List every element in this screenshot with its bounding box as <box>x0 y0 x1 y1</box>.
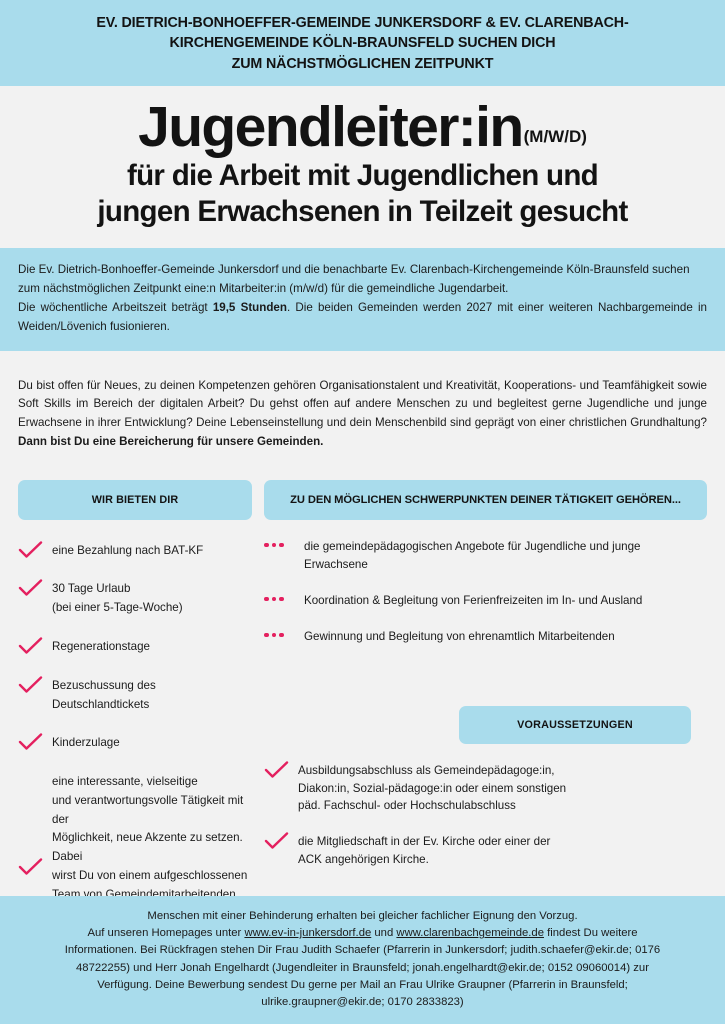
homepage-link-junkersdorf[interactable]: www.ev-in-junkersdorf.de <box>244 927 372 940</box>
task-item-label: Gewinnung und Begleitung von ehrenamtlic… <box>304 629 615 643</box>
homepage-link-clarenbach[interactable]: www.clarenbachgemeinde.de <box>396 927 544 940</box>
intro-paragraph-1: Die Ev. Dietrich-Bonhoeffer-Gemeinde Jun… <box>18 263 690 296</box>
offer-column: WIR BIETEN DIR eine Bezahlung nach BAT-K… <box>18 479 252 961</box>
footer-line2-pre: Auf unseren Homepages unter <box>87 927 245 940</box>
profile-text: Du bist offen für Neues, zu deinen Kompe… <box>18 378 707 430</box>
offer-item-label: Regenerationstage <box>52 640 150 653</box>
footer-line-2: Auf unseren Homepages unter www.ev-in-ju… <box>26 925 699 942</box>
list-item: eine Bezahlung nach BAT-KF <box>18 540 252 561</box>
tasks-header-label: ZU DEN MÖGLICHEN SCHWERPUNKTEN DEINER TÄ… <box>290 493 681 506</box>
top-banner: EV. DIETRICH-BONHOEFFER-GEMEINDE JUNKERS… <box>0 0 725 86</box>
check-icon <box>18 579 44 597</box>
offer-item-label: 30 Tage Urlaub (bei einer 5-Tage-Woche) <box>52 582 183 615</box>
offer-item-label: Bezuschussung des Deutschlandtickets <box>52 678 156 711</box>
footer-line-3: Informationen. Bei Rückfragen stehen Dir… <box>64 944 661 957</box>
check-icon <box>18 637 44 655</box>
check-icon <box>18 676 44 694</box>
hero-section: Jugendleiter:in(M/W/D) für die Arbeit mi… <box>0 85 725 245</box>
footer-line-1: Menschen mit einer Behinderung erhalten … <box>147 910 578 923</box>
tasks-column: ZU DEN MÖGLICHEN SCHWERPUNKTEN DEINER TÄ… <box>264 479 707 961</box>
check-icon <box>264 832 290 850</box>
offer-header: WIR BIETEN DIR <box>18 479 252 520</box>
requirements-section: VORAUSSETZUNGEN Ausbildungsabschluss als… <box>264 705 707 870</box>
three-dots-icon <box>264 596 294 602</box>
three-dots-icon <box>264 542 294 548</box>
intro-paragraph-2: Die wöchentliche Arbeitszeit beträgt 19,… <box>18 299 707 337</box>
profile-block: Du bist offen für Neues, zu deinen Kompe… <box>0 351 725 452</box>
three-dots-icon <box>264 632 294 638</box>
page-title: Jugendleiter:in(M/W/D) <box>20 98 705 156</box>
intro-block: Die Ev. Dietrich-Bonhoeffer-Gemeinde Jun… <box>0 248 725 351</box>
list-item: die Mitgliedschaft in der Ev. Kirche ode… <box>264 832 707 869</box>
requirements-header-label: VORAUSSETZUNGEN <box>517 718 633 731</box>
intro-p2-part1: Die wöchentliche Arbeitszeit beträgt <box>18 300 213 314</box>
job-title-text: Jugendleiter:in <box>138 94 524 159</box>
hero-subtitle-line-1: für die Arbeit mit Jugendlichen und <box>126 158 599 192</box>
offer-header-label: WIR BIETEN DIR <box>91 493 179 506</box>
hero-subtitle-line-2: jungen Erwachsenen in Teilzeit gesucht <box>97 195 628 229</box>
list-item: Gewinnung und Begleitung von ehrenamtlic… <box>264 628 707 646</box>
task-item-label: die gemeindepädagogischen Angebote für J… <box>304 539 641 571</box>
check-icon <box>18 540 44 559</box>
footer-line-4: 48722255) und Herr Jonah Engelhardt (Jug… <box>76 961 649 974</box>
list-item: Regenerationstage <box>18 637 252 657</box>
requirements-list: Ausbildungsabschluss als Gemeindepädagog… <box>264 760 707 870</box>
top-banner-line-2: KIRCHENGEMEINDE KÖLN-BRAUNSFELD SUCHEN D… <box>169 35 556 52</box>
requirement-item-label: die Mitgliedschaft in der Ev. Kirche ode… <box>298 835 551 867</box>
check-icon <box>264 760 290 779</box>
intro-p2-part2: . Die beiden Gemeinden werden 2027 mit e… <box>18 300 707 333</box>
list-item: Ausbildungsabschluss als Gemeindepädagog… <box>264 760 707 816</box>
profile-paragraph: Du bist offen für Neues, zu deinen Kompe… <box>18 377 707 452</box>
footer-line-6: ulrike.graupner@ekir.de; 0170 2833823) <box>261 995 464 1008</box>
list-item: Koordination & Begleitung von Ferienfrei… <box>264 592 707 610</box>
footer-line-5: Verfügung. Deine Bewerbung sendest Du ge… <box>97 978 628 991</box>
offer-item-label: Kinderzulage <box>52 736 120 750</box>
requirements-header: VORAUSSETZUNGEN <box>459 705 691 744</box>
offer-item-label: eine Bezahlung nach BAT-KF <box>52 543 204 557</box>
columns-container: WIR BIETEN DIR eine Bezahlung nach BAT-K… <box>0 452 725 961</box>
check-icon <box>18 733 44 751</box>
task-item-label: Koordination & Begleitung von Ferienfrei… <box>304 593 643 607</box>
list-item: 30 Tage Urlaub (bei einer 5-Tage-Woche) <box>18 579 252 618</box>
footer-line2-mid: und <box>371 927 397 940</box>
requirement-item-label: Ausbildungsabschluss als Gemeindepädagog… <box>298 763 567 813</box>
weekly-hours: 19,5 Stunden <box>212 300 287 314</box>
top-banner-line-3: ZUM NÄCHSTMÖGLICHEN ZEITPUNKT <box>231 55 494 72</box>
list-item: die gemeindepädagogischen Angebote für J… <box>264 538 707 574</box>
top-banner-line-1: EV. DIETRICH-BONHOEFFER-GEMEINDE JUNKERS… <box>96 15 629 31</box>
footer-line2-post: findest Du weitere <box>543 927 638 940</box>
gender-note: (M/W/D) <box>523 126 587 146</box>
tasks-list: die gemeindepädagogischen Angebote für J… <box>264 538 707 646</box>
footer: Menschen mit einer Behinderung erhalten … <box>0 896 725 1024</box>
list-item: Kinderzulage <box>18 733 252 753</box>
check-icon <box>18 858 44 876</box>
tasks-header: ZU DEN MÖGLICHEN SCHWERPUNKTEN DEINER TÄ… <box>264 479 707 520</box>
list-item: Bezuschussung des Deutschlandtickets <box>18 676 252 715</box>
profile-highlight: Dann bist Du eine Bereicherung für unser… <box>18 434 324 448</box>
